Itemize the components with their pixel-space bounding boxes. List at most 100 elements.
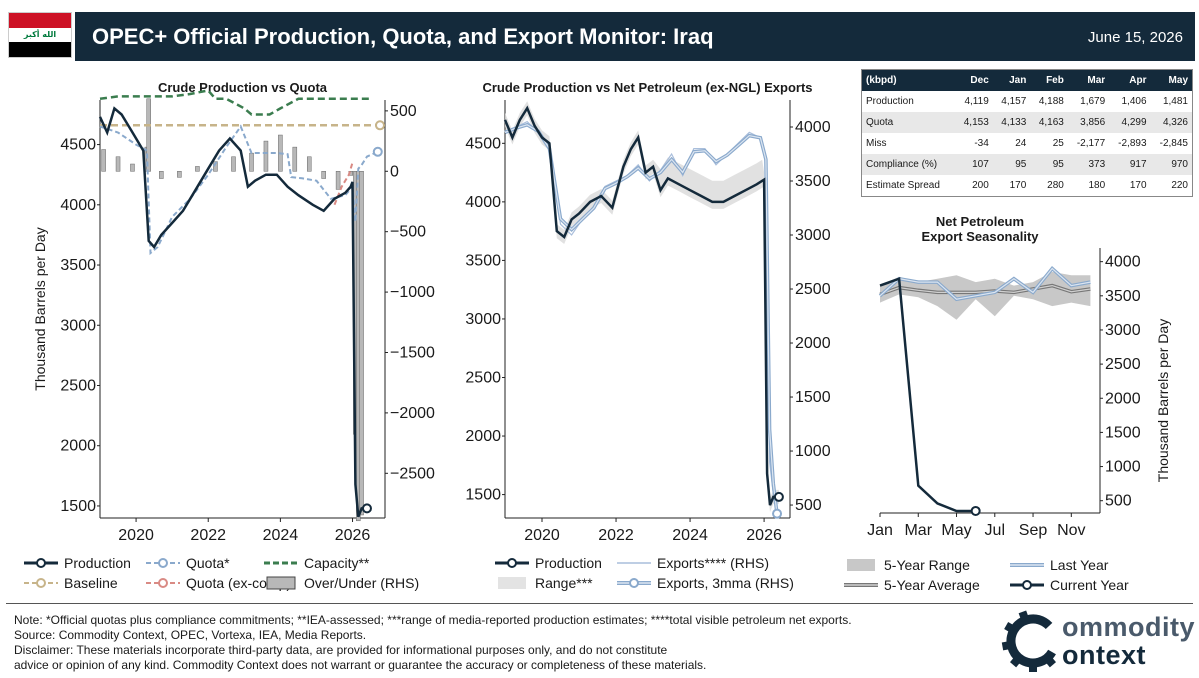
header: الله أكبر OPEC+ Official Production, Quo… — [0, 0, 1199, 62]
legend-over-under: Over/Under (RHS) — [264, 575, 419, 591]
table-row: Estimate Spread 200 170 280 180 170 220 — [862, 175, 1193, 197]
production-range-band — [505, 101, 779, 513]
chart3-title: Net Petroleum Export Seasonality — [880, 214, 1080, 244]
over-under-bar — [159, 171, 164, 179]
over-under-bar — [335, 171, 341, 190]
chart2-y2-tick: 1000 — [795, 443, 831, 460]
chart3-x-tick: Jan — [867, 522, 893, 539]
chart2-y2-tick: 1500 — [795, 389, 831, 406]
logo-word-1: ommodity — [1062, 612, 1196, 642]
table-cell: 4,153 — [955, 112, 993, 133]
production-end-marker-2 — [773, 491, 784, 502]
chart3-x-tick: Sep — [1019, 522, 1048, 539]
report-date: June 15, 2026 — [1087, 29, 1183, 46]
over-under-bar — [177, 171, 182, 178]
chart1-y2-tick: 500 — [390, 103, 417, 120]
chart1-y-tick: 1500 — [60, 498, 96, 515]
legend-capacity: Capacity** — [264, 555, 370, 571]
last-year-inner — [879, 267, 1091, 300]
over-under-bar — [115, 156, 121, 172]
production-line — [98, 106, 367, 518]
table-row: Quota 4,153 4,133 4,163 3,856 4,299 4,326 — [861, 112, 1193, 133]
legend-production: Production — [24, 555, 131, 571]
legend-quota-excomp: Quota (ex-comp) — [146, 575, 291, 591]
chart2-y-tick: 1500 — [465, 487, 501, 504]
chart3-x-tick: Jul — [985, 522, 1005, 539]
chart1-x-tick: 2020 — [118, 527, 154, 544]
table-header-cell: Apr — [1109, 69, 1151, 91]
table-cell: 170 — [1129, 180, 1147, 191]
chart2-y2-tick: 500 — [795, 497, 822, 514]
table-cell: -2,893 — [1118, 138, 1147, 149]
table-cell: 280 — [1047, 180, 1064, 191]
table-cell: 200 — [972, 180, 989, 191]
chart1-y-tick: 4000 — [60, 197, 96, 214]
chart1-y2-tick: 0 — [390, 163, 399, 180]
over-under-bar — [130, 163, 135, 172]
table-cell: 1,406 — [1121, 96, 1147, 107]
chart1-y-tick: 2000 — [60, 438, 96, 455]
chart3-y-tick: 4000 — [1105, 254, 1141, 271]
table-cell: 3,856 — [1067, 112, 1110, 133]
production-end-marker — [361, 503, 372, 514]
chart2-x-tick: 2022 — [598, 527, 634, 544]
table-cell: 170 — [1009, 180, 1027, 191]
chart1-y2-tick: −1000 — [390, 284, 435, 301]
table-header-cell: Jan — [992, 69, 1031, 91]
chart3-y-tick: 2000 — [1105, 390, 1141, 407]
chart1-x-tick: 2024 — [263, 527, 299, 544]
chart3-x-tick: Nov — [1057, 522, 1085, 539]
table-cell: -2,177 — [1076, 138, 1106, 149]
over-under-bar — [321, 171, 326, 179]
chart1-y-tick: 3500 — [60, 257, 96, 274]
table-header-row: (kbpd) Dec Jan Feb Mar Apr May — [861, 69, 1193, 91]
legend-quota: Quota* — [146, 555, 230, 571]
baseline-end-marker — [375, 120, 385, 131]
chart3-y-tick: 1000 — [1105, 459, 1141, 476]
disclaimer-line-2: advice or opinion of any kind. Commodity… — [14, 658, 707, 672]
table-row: Miss -34 24 25 -2,177 -2,893 -2,845 — [862, 133, 1193, 154]
legend3-range: 5-Year Range — [844, 557, 970, 573]
chart2-y-tick: 4500 — [465, 135, 501, 152]
disclaimer-line: Disclaimer: These materials incorporate … — [14, 643, 668, 657]
table-cell: Compliance (%) — [861, 154, 956, 175]
table-cell: 95 — [992, 154, 1031, 175]
chart2-y-tick: 4000 — [465, 194, 501, 211]
chart2-y-tick: 2500 — [465, 369, 501, 386]
capacity-line — [99, 89, 371, 116]
over-under-bar — [195, 166, 200, 172]
table-cell: 4,119 — [964, 96, 989, 107]
legend2-exports: Exports**** (RHS) — [617, 555, 770, 571]
table-row: Compliance (%) 107 95 95 373 917 970 — [861, 154, 1193, 175]
table-cell: -2,845 — [1159, 138, 1188, 149]
chart3-y-tick: 1500 — [1105, 424, 1141, 441]
chart2-y-tick: 3500 — [465, 252, 501, 269]
chart1-y-tick: 2500 — [60, 377, 96, 394]
chart1-x-tick: 2026 — [335, 527, 371, 544]
chart3-y-tick: 500 — [1105, 493, 1132, 510]
table-cell: 220 — [1171, 180, 1188, 191]
table-row: Production 4,119 4,157 4,188 1,679 1,406 1,481 — [862, 91, 1193, 112]
chart1-ylabel: Thousand Barrels per Day — [32, 227, 48, 390]
table-cell: -34 — [974, 138, 989, 149]
table-header-cell: (kbpd) — [861, 69, 956, 91]
chart2-y2-tick: 3000 — [795, 227, 831, 244]
over-under-bar — [249, 152, 254, 172]
flag-script: الله أكبر — [23, 30, 57, 40]
chart3-y-tick: 3500 — [1105, 288, 1141, 305]
table-cell: Miss — [866, 138, 887, 149]
chart3-title-line2: Export Seasonality — [921, 229, 1039, 244]
footer-notes: Note: *Official quotas plus compliance c… — [14, 613, 994, 673]
chart2-x-tick: 2024 — [672, 527, 708, 544]
legend3-last-year: Last Year — [1010, 557, 1109, 573]
legend3-current-year: Current Year — [1010, 577, 1129, 593]
legend2-range: Range*** — [495, 575, 593, 591]
chart2-x-tick: 2026 — [746, 527, 782, 544]
chart2-y2-tick: 2500 — [795, 281, 831, 298]
over-under-bar — [101, 149, 106, 172]
current-year-end-marker — [970, 505, 981, 516]
gear-c-icon — [1001, 610, 1060, 672]
legend2-production: Production — [495, 555, 602, 571]
current-year-line — [879, 276, 976, 513]
table-cell: 4,133 — [992, 112, 1031, 133]
